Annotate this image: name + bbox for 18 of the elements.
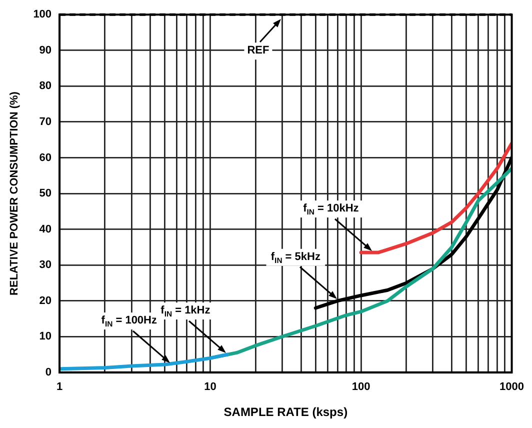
y-tick-label: 10 [39, 330, 52, 343]
x-tick-label: 1000 [500, 381, 524, 394]
x-tick-label: 100 [352, 381, 370, 394]
y-tick-label: 40 [39, 223, 52, 236]
x-axis-title: SAMPLE RATE (ksps) [224, 405, 348, 420]
y-tick-label: 60 [39, 152, 52, 164]
y-axis-title: RELATIVE POWER CONSUMPTION (%) [8, 91, 21, 296]
y-tick-label: 70 [39, 116, 52, 128]
y-tick-label: 80 [39, 80, 52, 92]
y-tick-label: 50 [39, 188, 52, 200]
annotation: REF [247, 44, 270, 57]
y-tick-label: 90 [39, 44, 52, 56]
y-tick-label: 0 [45, 366, 52, 378]
x-tick-label: 1 [56, 381, 63, 394]
y-tick-label: 100 [33, 8, 52, 21]
x-tick-label: 10 [204, 381, 216, 394]
y-tick-label: 20 [39, 294, 52, 307]
y-tick-label: 30 [39, 259, 52, 272]
